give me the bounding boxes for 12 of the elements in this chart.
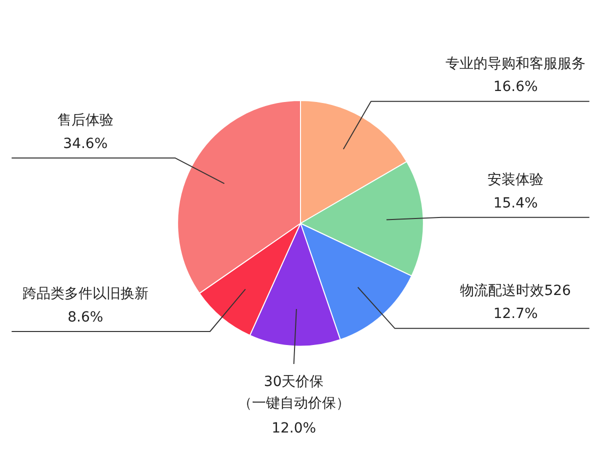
data-label: 8.6% <box>68 309 104 326</box>
slice-label: 30天价保（一键自动价保） <box>238 374 350 412</box>
slice-label: 物流配送时效526 <box>460 282 572 299</box>
slice-label: 跨品类多件以旧换新 <box>22 286 148 302</box>
data-label: 34.6% <box>63 136 108 152</box>
slice-label: 专业的导购和客服服务 <box>446 56 586 72</box>
data-label: 16.6% <box>493 79 538 96</box>
data-label: 12.0% <box>272 420 316 436</box>
slice-label: 售后体验 <box>57 112 114 129</box>
data-label: 15.4% <box>493 195 538 212</box>
slice-label: 安装体验 <box>488 172 544 188</box>
data-label: 12.7% <box>493 306 538 322</box>
